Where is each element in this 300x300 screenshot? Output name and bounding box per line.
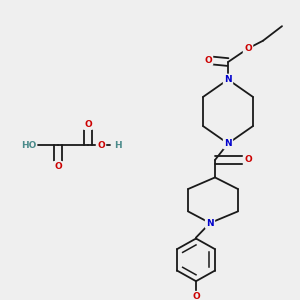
Text: N: N <box>224 139 232 148</box>
Text: O: O <box>244 155 252 164</box>
Text: H: H <box>114 141 122 150</box>
Text: O: O <box>204 56 212 64</box>
Text: O: O <box>192 292 200 300</box>
Text: O: O <box>97 141 105 150</box>
Text: N: N <box>206 218 214 227</box>
Text: N: N <box>224 75 232 84</box>
Text: O: O <box>244 44 252 53</box>
Text: HO: HO <box>21 141 36 150</box>
Text: O: O <box>54 162 62 171</box>
Text: O: O <box>84 120 92 129</box>
